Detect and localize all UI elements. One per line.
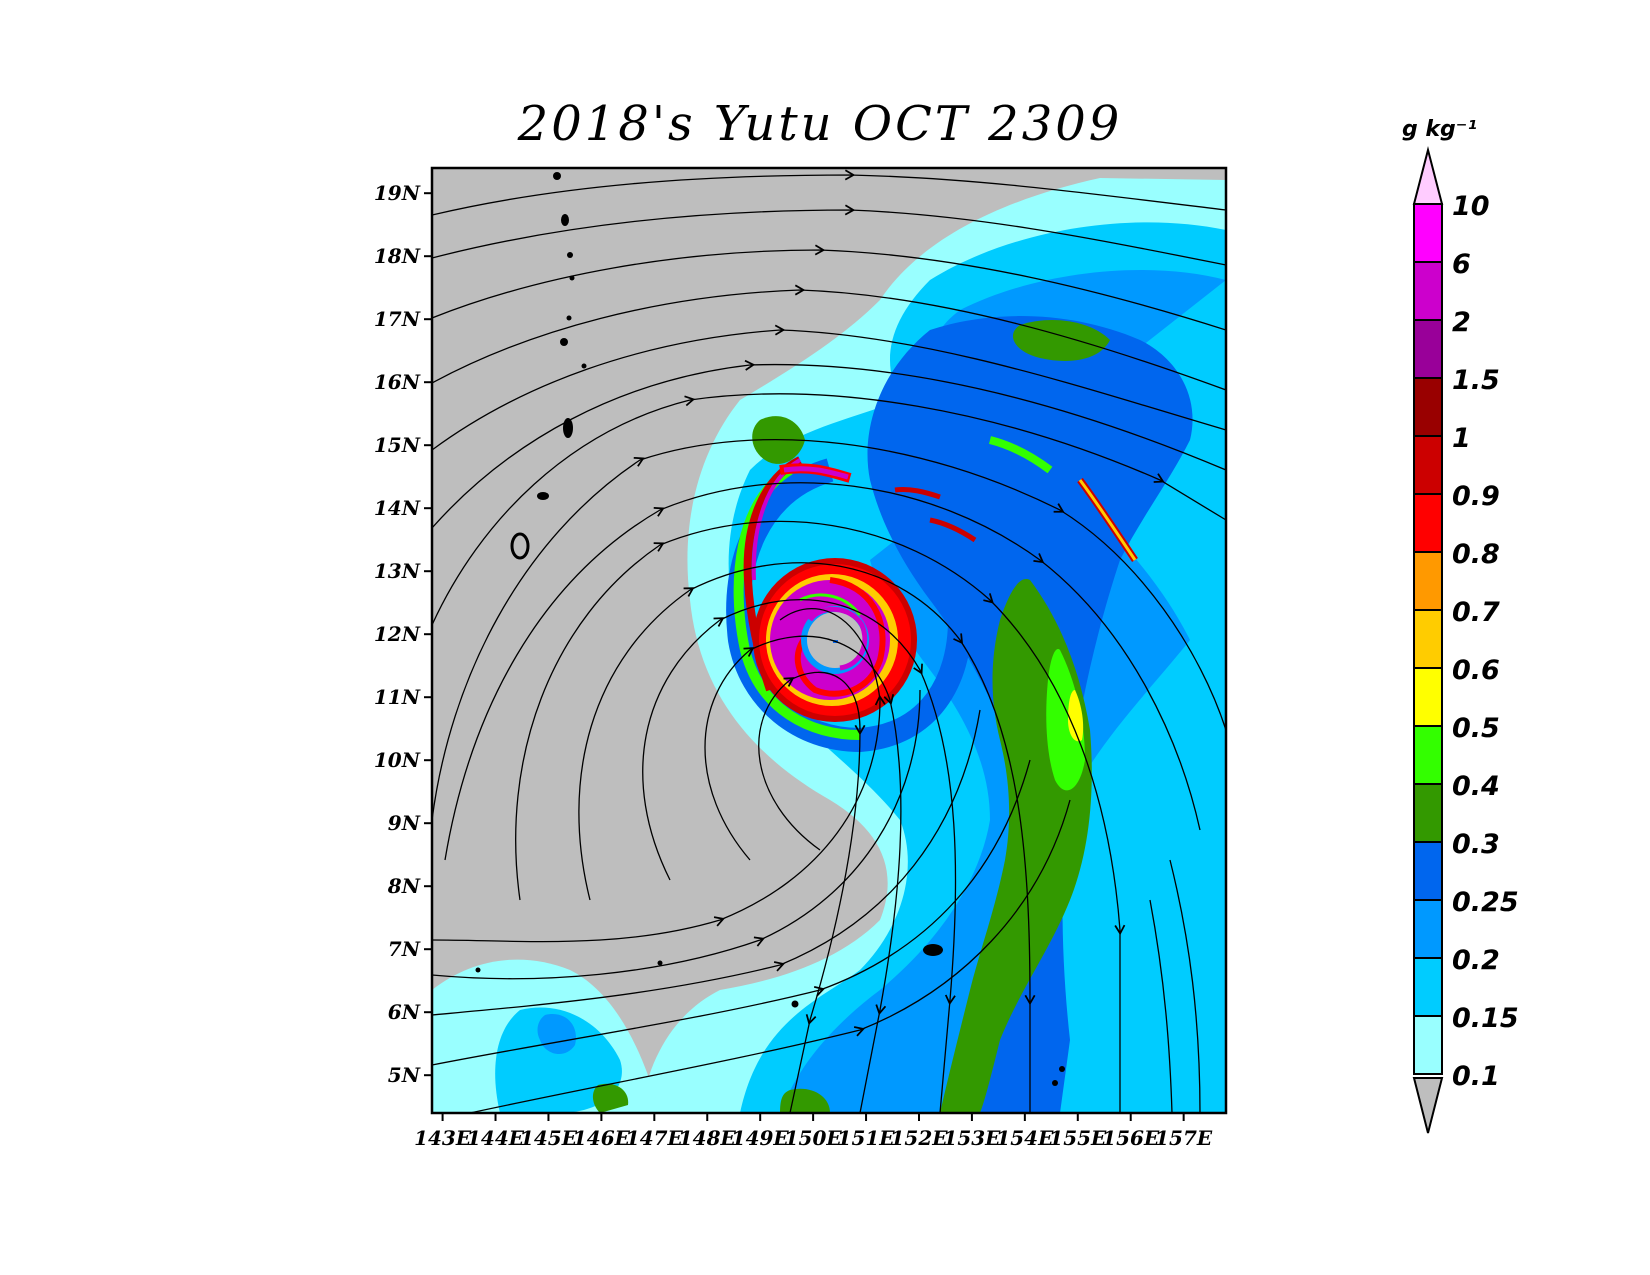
colorbar-label: 0.3 xyxy=(1452,829,1500,860)
lat-label: 9N xyxy=(388,811,421,835)
lat-label: 17N xyxy=(374,307,421,331)
lon-label: 154E xyxy=(996,1126,1054,1150)
lon-label: 152E xyxy=(890,1126,948,1150)
colorbar-label: 10 xyxy=(1452,191,1490,222)
colorbar-swatch xyxy=(1413,609,1443,669)
colorbar-swatch xyxy=(1413,551,1443,611)
colorbar-label: 0.5 xyxy=(1452,713,1500,744)
colorbar-swatch xyxy=(1413,725,1443,785)
lat-label: 18N xyxy=(374,244,421,268)
colorbar-label: 6 xyxy=(1452,249,1471,280)
figure-title: 2018's Yutu OCT 2309 xyxy=(517,96,1123,152)
streamlines xyxy=(432,169,1226,1113)
colorbar-swatch xyxy=(1413,957,1443,1017)
lon-label: 149E xyxy=(732,1126,790,1150)
lat-label: 15N xyxy=(374,433,421,457)
lon-label: 143E xyxy=(414,1126,472,1150)
colorbar-label: 1.5 xyxy=(1452,365,1500,396)
lon-label: 148E xyxy=(679,1126,737,1150)
colorbar-label: 0.15 xyxy=(1452,1003,1519,1034)
colorbar-label: 2 xyxy=(1452,307,1471,338)
colorbar-label: 0.6 xyxy=(1452,655,1500,686)
colorbar-label: 0.1 xyxy=(1452,1061,1500,1092)
latitude-axis: 19N 18N 17N 16N 15N 14N 13N 12N 11N 10N 9N 8N 7N 6N 5N xyxy=(374,181,432,1087)
lon-label: 144E xyxy=(467,1126,525,1150)
longitude-axis: 143E144E145E146E147E148E149E150E151E152E… xyxy=(414,1113,1213,1150)
colorbar-swatch xyxy=(1413,493,1443,553)
shade-0.3-ne xyxy=(1012,320,1110,361)
colorbar-swatch xyxy=(1413,783,1443,843)
colorbar-label: 0.8 xyxy=(1452,539,1500,570)
colorbar-swatch xyxy=(1413,261,1443,321)
lon-label: 157E xyxy=(1155,1126,1213,1150)
colorbar-swatch xyxy=(1413,435,1443,495)
lat-label: 6N xyxy=(388,1000,421,1024)
colorbar-swatch xyxy=(1413,319,1443,379)
colorbar-label: 0.7 xyxy=(1452,597,1500,628)
lon-label: 145E xyxy=(520,1126,578,1150)
lat-label: 19N xyxy=(374,181,421,205)
lon-label: 155E xyxy=(1049,1126,1107,1150)
lon-label: 156E xyxy=(1102,1126,1160,1150)
lat-label: 11N xyxy=(374,685,421,709)
colorbar-under-triangle xyxy=(1412,1077,1444,1134)
shade-0.15-sw xyxy=(495,1007,622,1113)
lon-label: 150E xyxy=(785,1126,843,1150)
colorbar-unit: g kg⁻¹ xyxy=(1402,117,1477,142)
colorbar-swatch xyxy=(1413,841,1443,901)
lat-label: 8N xyxy=(387,874,421,898)
colorbar-swatch xyxy=(1413,667,1443,727)
colorbar-label: 0.2 xyxy=(1452,945,1500,976)
lat-label: 14N xyxy=(374,496,421,520)
colorbar-label: 1 xyxy=(1452,423,1471,454)
shade-0.3-s xyxy=(780,1088,830,1113)
colorbar-swatch xyxy=(1413,377,1443,437)
lon-label: 153E xyxy=(943,1126,1001,1150)
lon-label: 146E xyxy=(573,1126,631,1150)
shade-0.3-sw xyxy=(592,1083,629,1113)
map-frame xyxy=(430,166,1228,1115)
colorbar-swatch xyxy=(1413,1015,1443,1075)
colorbar-over-triangle xyxy=(1412,146,1444,205)
lon-label: 147E xyxy=(626,1126,684,1150)
lat-label: 12N xyxy=(374,622,421,646)
lon-label: 151E xyxy=(838,1126,896,1150)
colorbar-label: 0.9 xyxy=(1452,481,1500,512)
lat-label: 16N xyxy=(374,370,421,394)
colorbar-swatch xyxy=(1413,203,1443,263)
rainband-arm3b xyxy=(1078,479,1137,561)
lat-label: 5N xyxy=(388,1063,421,1087)
colorbar-label: 0.25 xyxy=(1452,887,1519,918)
lat-label: 7N xyxy=(388,937,421,961)
lat-label: 10N xyxy=(374,748,421,772)
lat-label: 13N xyxy=(374,559,421,583)
colorbar: g kg⁻¹ 10 6 2 1.5 1 0.9 0.8 0.7 0.6 0.5 0.4 0.3 0.25… xyxy=(1402,117,1519,1134)
colorbar-label: 0.4 xyxy=(1452,771,1500,802)
colorbar-swatch xyxy=(1413,899,1443,959)
